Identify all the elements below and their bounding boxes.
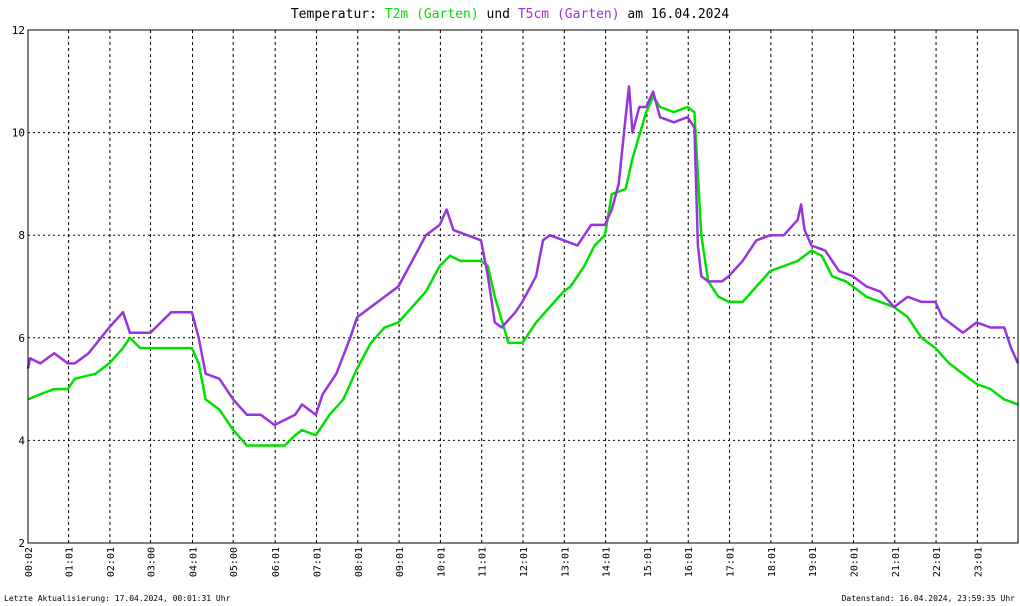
x-tick-label: 02:01 bbox=[106, 547, 117, 577]
x-tick-label: 04:01 bbox=[189, 547, 200, 577]
x-tick-label: 01:01 bbox=[65, 547, 76, 577]
x-tick-label: 00:02 bbox=[24, 547, 35, 577]
x-tick-label: 15:01 bbox=[643, 547, 654, 577]
x-tick-label: 21:01 bbox=[891, 547, 902, 577]
title-suffix: am 16.04.2024 bbox=[620, 7, 730, 22]
x-tick-label: 09:01 bbox=[395, 547, 406, 577]
title-prefix: Temperatur: bbox=[291, 7, 385, 22]
x-tick-label: 18:01 bbox=[767, 547, 778, 577]
y-tick-label: 10 bbox=[12, 127, 25, 140]
x-tick-label: 20:01 bbox=[849, 547, 860, 577]
x-tick-label: 07:01 bbox=[312, 547, 323, 577]
x-tick-label: 08:01 bbox=[354, 547, 365, 577]
x-tick-label: 17:01 bbox=[726, 547, 737, 577]
grid bbox=[28, 30, 1018, 543]
series-line-t2m bbox=[27, 95, 1019, 447]
y-tick-label: 4 bbox=[18, 434, 25, 447]
x-tick-label: 23:01 bbox=[973, 547, 984, 577]
series-lines bbox=[26, 85, 1020, 447]
x-tick-label: 22:01 bbox=[932, 547, 943, 577]
x-tick-label: 03:00 bbox=[147, 547, 158, 577]
y-axis-ticks: 2 4 6 8 10 12 bbox=[12, 24, 26, 550]
x-tick-label: 05:00 bbox=[229, 547, 240, 577]
chart-title: Temperatur: T2m (Garten) und T5cm (Garte… bbox=[291, 7, 729, 22]
x-tick-label: 11:01 bbox=[478, 547, 489, 577]
x-tick-label: 19:01 bbox=[808, 547, 819, 577]
y-tick-label: 12 bbox=[12, 24, 25, 37]
x-tick-label: 06:01 bbox=[271, 547, 282, 577]
title-middle: und bbox=[479, 7, 518, 22]
y-tick-label: 6 bbox=[18, 332, 25, 345]
x-axis-ticks: 00:02 01:01 02:01 03:00 04:01 05:00 06:01 07:01… bbox=[24, 547, 984, 577]
title-series-t5cm: T5cm (Garten) bbox=[518, 7, 620, 22]
footer-data-status: Datenstand: 16.04.2024, 23:59:35 Uhr bbox=[842, 594, 1016, 603]
plot-frame bbox=[27, 29, 1019, 544]
series-line-t5cm bbox=[26, 85, 1020, 427]
x-tick-label: 10:01 bbox=[436, 547, 447, 577]
x-tick-label: 13:01 bbox=[560, 547, 571, 577]
title-series-t2m: T2m (Garten) bbox=[385, 7, 479, 22]
x-tick-label: 14:01 bbox=[602, 547, 613, 577]
y-tick-label: 2 bbox=[18, 537, 25, 550]
y-tick-label: 8 bbox=[18, 229, 25, 242]
x-tick-label: 12:01 bbox=[519, 547, 530, 577]
x-tick-label: 16:01 bbox=[684, 547, 695, 577]
footer-last-update: Letzte Aktualisierung: 17.04.2024, 00:01… bbox=[4, 594, 231, 603]
